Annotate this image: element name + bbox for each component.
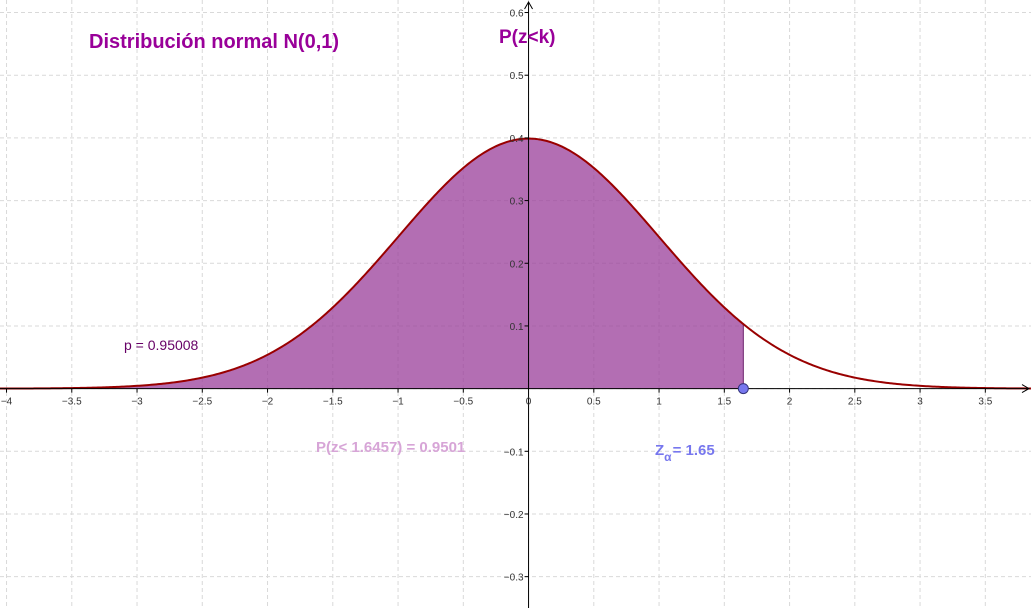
- x-tick-label: −1.5: [323, 397, 343, 408]
- p-value-label: p = 0.95008: [124, 337, 199, 353]
- density-curve: [0, 137, 1031, 390]
- y-tick-label: −0.1: [504, 447, 524, 458]
- y-tick-label: 0.2: [510, 259, 524, 270]
- x-axis-arrow: [1021, 384, 1031, 394]
- x-tick-label: −4: [1, 397, 13, 408]
- x-tick-label: 3.5: [978, 397, 992, 408]
- z-value: = 1.65: [673, 442, 715, 459]
- x-tick-label: 3: [917, 397, 923, 408]
- tick-labels: −4 −3.5 −3 −2.5 −2 −1.5 −1 −0.5 0 0.5 1 1.5 2 2.5 3 3.5…: [1, 9, 993, 584]
- x-tick-label: 1: [656, 397, 662, 408]
- probability-label: P(z< 1.6457) = 0.9501: [316, 439, 465, 456]
- y-tick-label: 0.6: [510, 9, 524, 20]
- x-tick-label: 1.5: [717, 397, 731, 408]
- x-tick-label: −3: [131, 397, 143, 408]
- z-point[interactable]: [737, 383, 749, 395]
- y-tick-label: 0.4: [510, 134, 524, 145]
- z-alpha-label: Zα= 1.65: [655, 442, 715, 464]
- x-tick-label: 0: [526, 397, 532, 408]
- x-tick-label: 0.5: [587, 397, 601, 408]
- y-axis-arrow: [524, 0, 533, 10]
- x-tick-label: 2: [787, 397, 793, 408]
- y-tick-label: −0.2: [504, 510, 524, 521]
- y-tick-label: 0.3: [510, 197, 524, 208]
- y-tick-label: 0.1: [510, 322, 524, 333]
- shaded-probability-area: [0, 138, 744, 389]
- x-tick-label: −2.5: [192, 397, 212, 408]
- z-subscript: α: [664, 450, 672, 464]
- x-tick-label: 2.5: [848, 397, 862, 408]
- x-tick-label: −1: [392, 397, 404, 408]
- x-tick-label: −2: [262, 397, 274, 408]
- chart-title: Distribución normal N(0,1): [89, 31, 339, 53]
- z-symbol: Z: [655, 442, 664, 459]
- x-tick-label: −0.5: [453, 397, 473, 408]
- y-tick-label: −0.3: [504, 573, 524, 584]
- y-axis-label: P(z<k): [499, 27, 556, 48]
- x-tick-label: −3.5: [62, 397, 82, 408]
- y-tick-label: 0.5: [510, 71, 524, 82]
